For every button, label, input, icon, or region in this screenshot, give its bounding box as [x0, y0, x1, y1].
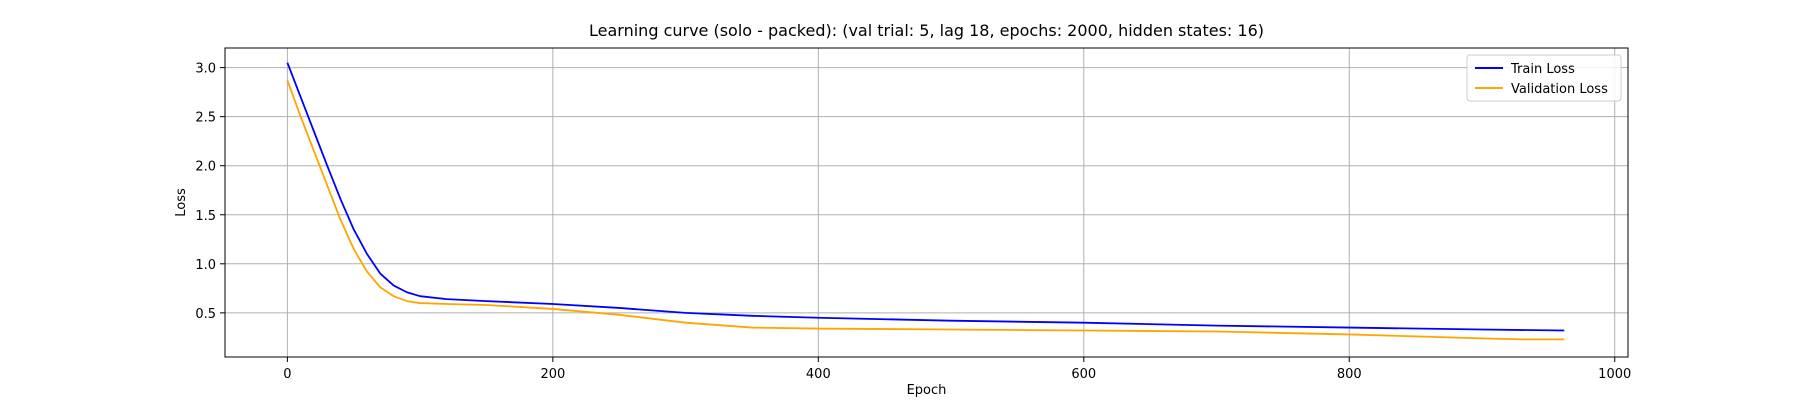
series-lines	[286, 62, 1565, 341]
legend: Train Loss Validation Loss	[1466, 54, 1622, 102]
x-tick-label: 600	[1071, 367, 1096, 382]
x-tick-label: 200	[540, 367, 565, 382]
y-tick-label: 2.0	[195, 160, 216, 175]
chart-title: Learning curve (solo - packed): (val tri…	[589, 21, 1264, 40]
y-tick-label: 1.0	[195, 258, 216, 273]
series-line-validation-loss	[286, 80, 1565, 341]
x-tick-label: 0	[283, 367, 291, 382]
y-tick-label: 3.0	[195, 62, 216, 77]
x-axis-ticks: 0 200 400 600 800 1000	[283, 357, 1631, 382]
legend-label: Train Loss	[1510, 62, 1575, 77]
y-axis-ticks: 0.5 1.0 1.5 2.0 2.5 3.0	[195, 62, 225, 322]
x-tick-label: 400	[806, 367, 831, 382]
x-axis-label: Epoch	[907, 383, 947, 398]
legend-box	[1466, 54, 1622, 102]
series-line-train-loss	[286, 62, 1565, 332]
y-axis-label: Loss	[174, 188, 189, 217]
x-tick-label: 1000	[1598, 367, 1631, 382]
y-tick-label: 2.5	[195, 111, 216, 126]
y-tick-label: 0.5	[195, 307, 216, 322]
plot-frame	[224, 47, 1629, 358]
legend-label: Validation Loss	[1511, 82, 1608, 97]
x-tick-label: 800	[1337, 367, 1362, 382]
y-tick-label: 1.5	[195, 209, 216, 224]
grid	[225, 48, 1628, 357]
